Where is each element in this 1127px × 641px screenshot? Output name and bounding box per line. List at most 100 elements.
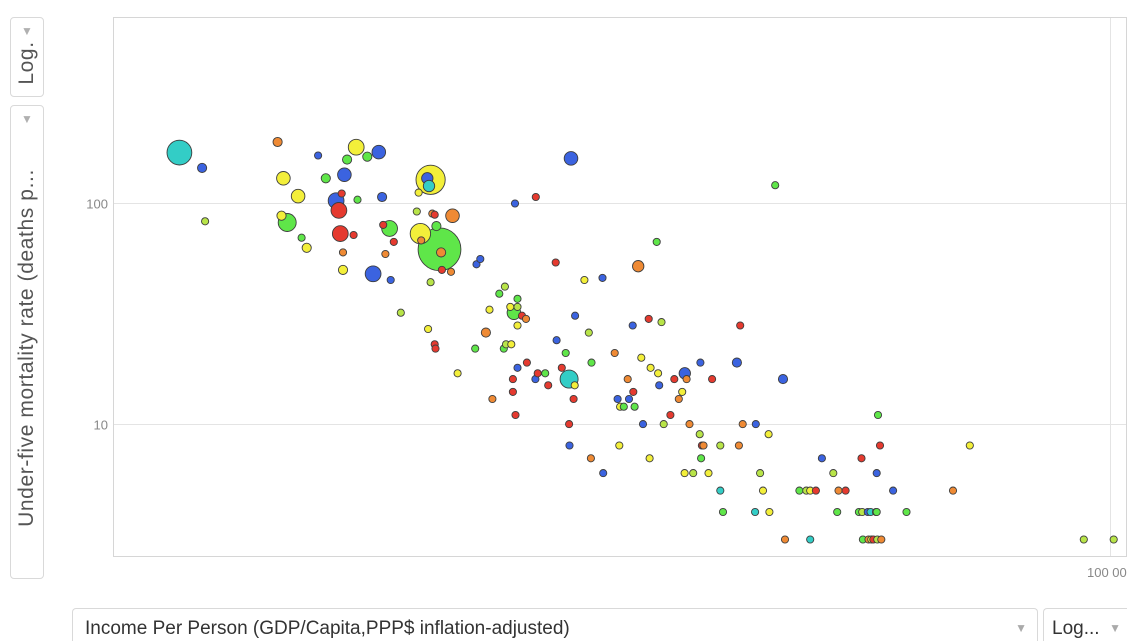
- bubble[interactable]: [657, 318, 666, 327]
- bubble[interactable]: [424, 324, 433, 334]
- bubble[interactable]: [531, 192, 540, 202]
- bubble[interactable]: [276, 210, 287, 221]
- bubble[interactable]: [353, 195, 362, 204]
- bubble[interactable]: [689, 469, 698, 478]
- bubble[interactable]: [948, 486, 958, 495]
- bubble[interactable]: [381, 249, 390, 259]
- bubble[interactable]: [513, 302, 522, 311]
- bubble[interactable]: [533, 369, 542, 378]
- bubble[interactable]: [561, 348, 570, 358]
- bubble[interactable]: [500, 282, 509, 291]
- bubble[interactable]: [507, 340, 516, 349]
- bubble[interactable]: [508, 375, 517, 384]
- bubble[interactable]: [670, 375, 679, 384]
- bubble[interactable]: [806, 535, 815, 544]
- bubble[interactable]: [431, 221, 442, 232]
- bubble[interactable]: [965, 441, 974, 450]
- bubble[interactable]: [557, 363, 566, 372]
- bubble[interactable]: [330, 202, 348, 219]
- bubble[interactable]: [696, 358, 705, 367]
- bubble[interactable]: [628, 321, 637, 330]
- bubble[interactable]: [570, 381, 579, 390]
- bubble[interactable]: [580, 275, 589, 285]
- bubble[interactable]: [1109, 535, 1118, 544]
- bubble[interactable]: [599, 469, 608, 478]
- bubble[interactable]: [615, 441, 624, 450]
- bubble[interactable]: [678, 387, 687, 396]
- bubble[interactable]: [756, 469, 765, 478]
- bubble[interactable]: [513, 363, 522, 372]
- y-axis-indicator-select[interactable]: ▼ Under-five mortality rate (deaths p...: [10, 105, 44, 579]
- bubble[interactable]: [666, 410, 675, 420]
- bubble[interactable]: [430, 210, 439, 219]
- bubble[interactable]: [630, 402, 639, 411]
- bubble[interactable]: [301, 242, 312, 253]
- bubble[interactable]: [297, 233, 306, 242]
- bubble[interactable]: [347, 138, 365, 156]
- bubble[interactable]: [718, 507, 728, 517]
- bubble[interactable]: [629, 387, 638, 396]
- bubble[interactable]: [652, 237, 661, 246]
- bubble[interactable]: [446, 267, 456, 276]
- bubble[interactable]: [834, 486, 843, 495]
- bubble[interactable]: [902, 507, 911, 517]
- bubble[interactable]: [362, 151, 373, 162]
- bubble[interactable]: [337, 167, 352, 182]
- bubble[interactable]: [453, 369, 462, 378]
- bubble[interactable]: [697, 454, 706, 463]
- bubble[interactable]: [563, 151, 579, 166]
- bubble[interactable]: [471, 344, 480, 353]
- bubble[interactable]: [751, 420, 760, 429]
- bubble[interactable]: [342, 154, 353, 165]
- bubble[interactable]: [584, 328, 593, 337]
- bubble[interactable]: [437, 265, 446, 274]
- bubble[interactable]: [758, 486, 768, 495]
- bubble[interactable]: [644, 314, 653, 323]
- bubble[interactable]: [551, 258, 560, 267]
- bubble[interactable]: [436, 247, 447, 258]
- bubble[interactable]: [764, 430, 773, 439]
- bubble[interactable]: [396, 308, 405, 317]
- bubble[interactable]: [552, 336, 561, 345]
- bubble[interactable]: [655, 381, 664, 390]
- bubble[interactable]: [541, 369, 550, 378]
- bubble[interactable]: [872, 469, 881, 478]
- bubble[interactable]: [544, 381, 553, 390]
- bubble[interactable]: [623, 375, 632, 384]
- bubble[interactable]: [598, 273, 607, 282]
- bubble[interactable]: [522, 358, 531, 367]
- bubble[interactable]: [364, 265, 382, 283]
- bubble[interactable]: [780, 535, 790, 544]
- bubble[interactable]: [638, 420, 648, 429]
- bubble[interactable]: [777, 374, 789, 385]
- bubble[interactable]: [320, 173, 331, 184]
- bubble[interactable]: [197, 162, 208, 173]
- bubble[interactable]: [495, 289, 504, 298]
- bubble[interactable]: [765, 507, 774, 517]
- bubble[interactable]: [422, 179, 436, 193]
- bubble[interactable]: [431, 344, 440, 353]
- bubble[interactable]: [166, 139, 193, 166]
- bubble[interactable]: [875, 441, 885, 450]
- bubble[interactable]: [488, 394, 497, 404]
- bubble[interactable]: [480, 327, 491, 338]
- bubble[interactable]: [1079, 535, 1088, 544]
- bubble[interactable]: [513, 321, 522, 330]
- bubble[interactable]: [734, 441, 743, 450]
- bubble[interactable]: [646, 363, 655, 372]
- bubble[interactable]: [695, 430, 704, 439]
- bubble[interactable]: [637, 353, 646, 362]
- bubble[interactable]: [386, 275, 395, 285]
- bubble[interactable]: [349, 230, 358, 240]
- bubble[interactable]: [857, 454, 866, 463]
- bubble[interactable]: [716, 441, 725, 450]
- bubble[interactable]: [771, 181, 780, 190]
- bubble[interactable]: [506, 302, 515, 311]
- bubble[interactable]: [841, 486, 850, 495]
- bubble[interactable]: [377, 191, 388, 203]
- bubble[interactable]: [659, 420, 668, 429]
- bubble[interactable]: [485, 305, 494, 314]
- bubble[interactable]: [569, 394, 578, 404]
- bubble[interactable]: [708, 375, 717, 384]
- bubble[interactable]: [417, 236, 426, 245]
